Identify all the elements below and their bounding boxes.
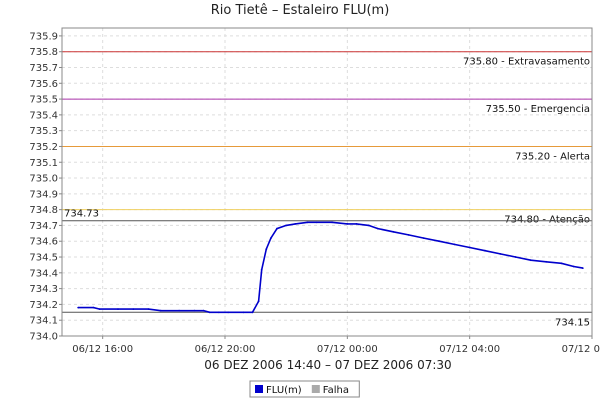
x-axis: 06/12 16:00 06/12 20:00 07/12 00:00 07/12 0…	[72, 336, 600, 355]
data-point	[392, 230, 395, 233]
legend-label-falha: Falha	[323, 385, 349, 396]
y-tick-label: 734.8	[29, 205, 58, 216]
x-tick-label: 07/12 08:00	[562, 344, 600, 355]
data-point	[545, 260, 547, 263]
data-point	[208, 311, 211, 314]
legend-box	[249, 380, 360, 398]
legend: FLU(m) Falha	[249, 380, 360, 398]
data-point	[438, 240, 440, 243]
data-point	[367, 224, 370, 227]
data-point	[92, 306, 95, 309]
data-point	[257, 300, 260, 303]
data-point	[276, 227, 278, 230]
y-tick-label: 735.1	[29, 158, 58, 169]
y-tick-label: 734.0	[29, 332, 58, 343]
reference-line-label: 735.80 - Extravasamento	[463, 57, 590, 68]
data-point	[484, 249, 486, 252]
data-point	[377, 227, 379, 230]
data-point	[218, 311, 220, 314]
y-tick-label: 734.5	[29, 253, 58, 264]
y-tick-label: 735.0	[29, 174, 58, 185]
plot-border	[61, 27, 593, 337]
y-axis: 734.0 734.1 734.2 734.3 734.4 734.5 734.6 734.7…	[29, 31, 62, 343]
legend-swatch-falha	[311, 385, 320, 393]
data-point	[159, 309, 162, 312]
data-point	[270, 237, 272, 240]
data-point	[77, 306, 80, 309]
chart-title: Rio Tietê – Estaleiro FLU(m)	[211, 3, 390, 18]
data-point	[98, 308, 101, 310]
reference-line-label: 734.80 - Atenção	[504, 215, 590, 226]
legend-label-flu: FLU(m)	[266, 385, 302, 396]
y-tick-label: 735.4	[29, 110, 58, 121]
y-tick-label: 734.6	[29, 237, 58, 248]
data-point	[117, 308, 119, 310]
y-tick-label: 735.6	[29, 79, 58, 90]
data-point	[581, 267, 584, 269]
series-line-flu	[78, 221, 583, 314]
x-tick-label: 07/12 00:00	[317, 344, 378, 355]
data-point	[499, 253, 502, 255]
y-tick-label: 735.5	[29, 95, 58, 106]
data-point	[227, 311, 230, 314]
data-point	[294, 223, 297, 225]
y-tick-label: 734.1	[29, 316, 58, 327]
data-point	[315, 221, 318, 224]
data-point	[468, 246, 471, 249]
data-point	[285, 224, 288, 227]
reference-line-label: 735.50 - Emergencia	[486, 104, 590, 115]
data-point	[132, 308, 135, 310]
x-tick-label: 06/12 20:00	[195, 344, 256, 355]
y-tick-label: 735.9	[29, 31, 58, 42]
data-point	[453, 243, 456, 246]
reference-lines: 735.80 - Extravasamento 735.50 - Emergenc…	[62, 51, 592, 328]
y-tick-label: 734.9	[29, 189, 58, 200]
reference-line-label: 734.15	[555, 317, 590, 328]
data-point	[560, 262, 563, 265]
data-point	[202, 309, 205, 312]
data-point	[331, 221, 333, 224]
data-point	[193, 309, 196, 312]
data-point	[306, 221, 309, 224]
legend-swatch-flu	[255, 385, 263, 393]
data-point	[346, 223, 349, 225]
y-tick-label: 734.4	[29, 268, 58, 279]
plot-series	[77, 221, 584, 314]
data-point	[260, 268, 263, 271]
data-point	[422, 237, 425, 240]
data-point	[407, 234, 410, 236]
y-tick-label: 734.3	[29, 284, 58, 295]
data-point	[572, 265, 575, 268]
x-tick-label: 07/12 04:00	[439, 344, 500, 355]
data-point	[178, 309, 181, 312]
y-tick-label: 735.2	[29, 142, 58, 153]
data-point	[242, 311, 245, 314]
x-axis-title: 06 DEZ 2006 14:40 – 07 DEZ 2006 07:30	[204, 358, 451, 372]
reference-line-label: 735.20 - Alerta	[515, 151, 590, 162]
data-point	[147, 308, 150, 310]
data-point	[265, 248, 268, 251]
data-point	[514, 256, 517, 258]
data-point	[529, 259, 532, 262]
y-tick-label: 734.7	[29, 221, 58, 232]
y-tick-label: 735.7	[29, 63, 58, 74]
y-tick-label: 735.8	[29, 47, 58, 58]
grid	[62, 28, 593, 337]
x-tick-label: 06/12 16:00	[72, 344, 133, 355]
y-tick-label: 734.2	[29, 300, 58, 311]
reference-line-label: 734.73	[64, 209, 99, 220]
y-tick-label: 735.3	[29, 126, 58, 137]
data-point	[355, 223, 358, 225]
data-point	[251, 311, 254, 314]
